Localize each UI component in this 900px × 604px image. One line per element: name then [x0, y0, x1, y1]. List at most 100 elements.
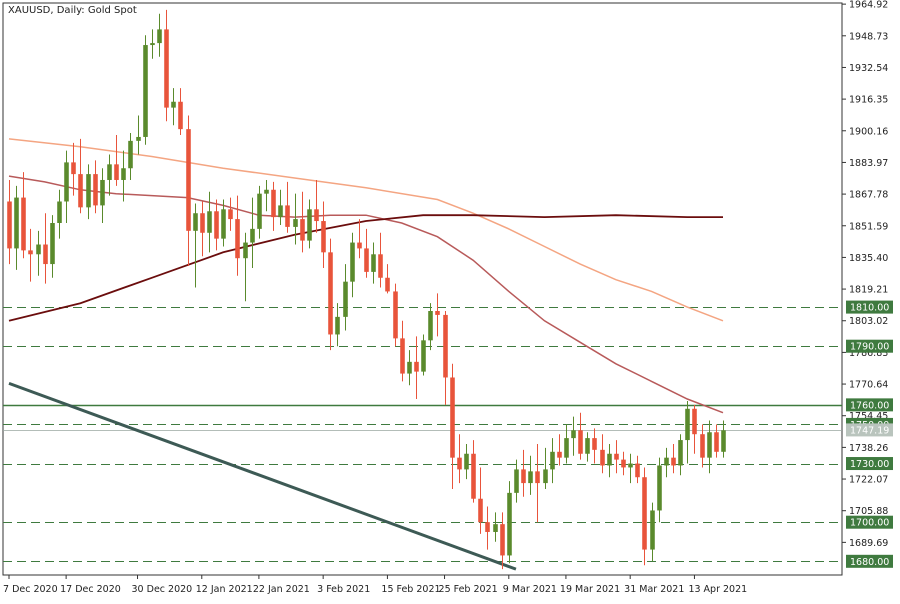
level-badge-bg	[846, 398, 893, 412]
candle	[271, 181, 276, 231]
candle	[207, 191, 212, 253]
chart-title: XAUUSD, Daily: Gold Spot	[8, 5, 137, 16]
candle-body	[93, 174, 98, 206]
candle	[621, 451, 626, 476]
candle	[221, 199, 226, 247]
candle-body	[128, 140, 133, 169]
level-badge-label: 1700.00	[850, 518, 889, 529]
x-tick-label: 17 Dec 2020	[60, 584, 121, 595]
candle-body	[257, 193, 262, 229]
moving-averages	[8, 138, 724, 414]
candle	[585, 432, 590, 462]
candle-body	[214, 211, 219, 239]
candle-body	[21, 197, 26, 251]
candle-body	[535, 471, 540, 484]
candle	[528, 455, 533, 495]
candle	[485, 506, 490, 550]
candle-body	[400, 338, 405, 374]
moving-average-1	[8, 138, 724, 322]
candle-body	[357, 242, 362, 249]
candle-body	[14, 197, 19, 249]
candle	[414, 336, 419, 399]
candle	[564, 424, 569, 464]
candle-body	[607, 453, 612, 466]
candle-body	[164, 29, 169, 108]
candle	[350, 232, 355, 298]
candle-body	[321, 221, 326, 253]
candle-body	[557, 451, 562, 458]
candle-body	[421, 340, 426, 372]
candle-body	[664, 457, 669, 466]
candle	[171, 88, 176, 126]
x-tick-label: 3 Feb 2021	[317, 584, 370, 595]
candle	[614, 440, 619, 474]
y-tick-label: 1786.83	[849, 348, 888, 359]
candle	[371, 242, 376, 284]
candle-body	[364, 248, 369, 272]
candle-body	[507, 492, 512, 556]
candle	[721, 420, 726, 458]
candle-body	[714, 432, 719, 452]
candle-body	[707, 432, 712, 458]
candle-body	[528, 471, 533, 484]
candle	[157, 13, 162, 57]
candle	[93, 160, 98, 214]
candle-body	[443, 314, 448, 378]
level-badge-bg	[846, 457, 893, 471]
x-tick-label: 22 Jan 2021	[253, 584, 310, 595]
candle-body	[464, 453, 469, 470]
candle-body	[243, 242, 248, 259]
candle	[307, 199, 312, 249]
candle	[235, 195, 240, 276]
candle	[121, 150, 126, 202]
level-badge-1760.00: 1760.00	[846, 398, 893, 412]
candle-body	[478, 498, 483, 523]
candle	[200, 201, 205, 257]
level-badge-bg	[846, 554, 893, 568]
candle	[28, 228, 33, 282]
candle	[543, 447, 548, 489]
candle	[114, 135, 119, 186]
level-badge-label: 1730.00	[850, 459, 889, 470]
candle	[164, 9, 169, 122]
candle-body	[485, 522, 490, 532]
candle	[43, 213, 48, 284]
current-price-bg	[846, 423, 893, 437]
candle-body	[171, 101, 176, 108]
candle-body	[635, 463, 640, 478]
candle-body	[564, 438, 569, 458]
candle	[71, 142, 76, 196]
candle-body	[186, 129, 191, 231]
candle-body	[150, 43, 155, 46]
candle	[578, 412, 583, 460]
candle-body	[378, 254, 383, 278]
candle-body	[107, 164, 112, 180]
candle-body	[307, 209, 312, 241]
candle	[707, 420, 712, 474]
x-tick-label: 9 Mar 2021	[503, 584, 557, 595]
level-badge-label: 1810.00	[850, 303, 889, 314]
x-tick-label: 13 Apr 2021	[688, 584, 747, 595]
candle-body	[578, 430, 583, 454]
candle-body	[343, 281, 348, 317]
candle	[193, 203, 198, 288]
candle	[264, 179, 269, 212]
x-tick-label: 31 Mar 2021	[624, 584, 684, 595]
candle	[78, 138, 83, 214]
candle-body	[592, 438, 597, 450]
candle	[100, 168, 105, 223]
candle-body	[585, 438, 590, 454]
candle-body	[671, 457, 676, 466]
candle	[357, 219, 362, 259]
candles	[7, 9, 726, 570]
level-badge-1730.00: 1730.00	[846, 457, 893, 471]
trendline	[8, 381, 517, 571]
current-price-badge: 1747.19	[846, 423, 893, 437]
candle	[714, 424, 719, 458]
candle	[385, 264, 390, 294]
candle	[571, 416, 576, 456]
candle-body	[250, 228, 255, 243]
candle-body	[43, 244, 48, 265]
candle	[57, 189, 62, 239]
